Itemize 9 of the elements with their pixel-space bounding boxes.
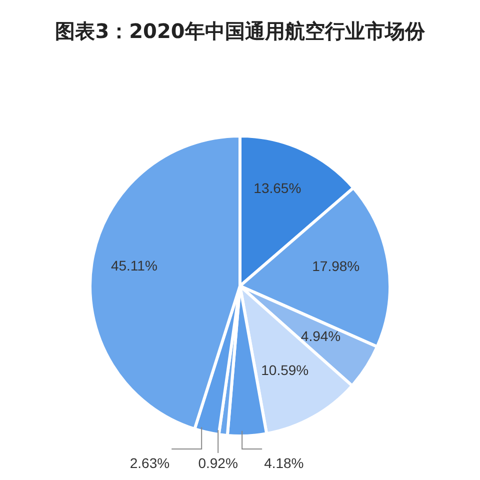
data-label: 17.98% <box>312 258 360 274</box>
data-label: 13.65% <box>254 180 302 196</box>
data-label: 10.59% <box>261 362 309 378</box>
data-label: 4.94% <box>300 328 341 344</box>
data-label: 0.92% <box>198 455 238 471</box>
data-label: 2.63% <box>130 455 170 471</box>
data-label: 45.11% <box>110 257 158 274</box>
data-label: 4.18% <box>264 455 304 471</box>
chart-title: 图表3：2020年中国通用航空行业市场份 <box>54 18 426 45</box>
